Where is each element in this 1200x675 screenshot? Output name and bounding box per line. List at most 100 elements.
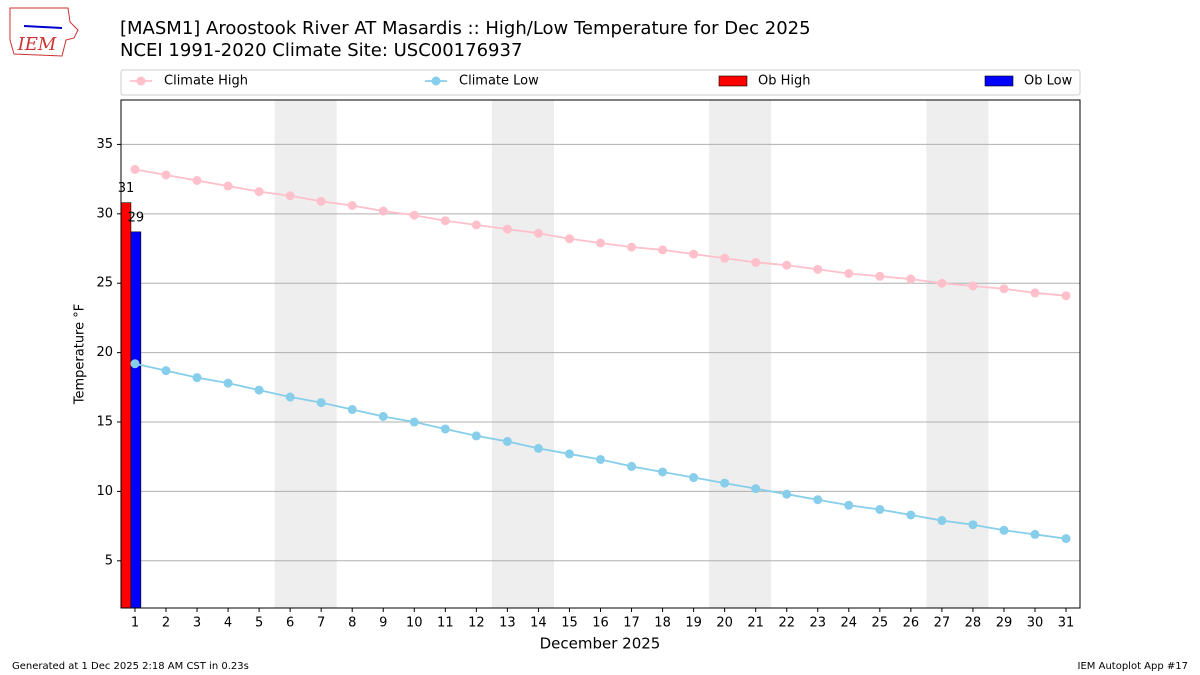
x-tick-label: 29	[996, 616, 1013, 631]
x-tick-label: 23	[809, 616, 826, 631]
series-point	[627, 242, 637, 252]
series-point	[844, 500, 854, 510]
series-point	[192, 373, 202, 383]
bar	[130, 231, 142, 609]
legend-label: Ob High	[758, 74, 811, 89]
series-point	[720, 253, 730, 263]
series-point	[1061, 291, 1071, 301]
legend-swatch	[984, 75, 1014, 87]
logo-outline	[9, 7, 79, 57]
series-point	[875, 504, 885, 514]
legend-marker	[431, 76, 441, 86]
series-point	[378, 206, 388, 216]
logo-text: IEM	[17, 34, 57, 55]
series-point	[844, 268, 854, 278]
weekend-band	[491, 100, 554, 608]
series-point	[502, 436, 512, 446]
series-point	[254, 385, 264, 395]
x-tick-label: 14	[530, 616, 547, 631]
weekend-band	[926, 100, 989, 608]
series-point	[813, 264, 823, 274]
series-point	[596, 454, 605, 464]
x-tick-label: 30	[1027, 616, 1044, 631]
series-point	[968, 281, 978, 291]
x-tick-label: 6	[286, 616, 294, 631]
logo-line	[23, 25, 63, 29]
series-point	[223, 181, 233, 191]
series-point	[875, 271, 885, 281]
x-tick-label: 22	[778, 616, 795, 631]
series-point	[813, 495, 823, 505]
series-point	[627, 461, 637, 471]
series-point	[533, 443, 543, 453]
x-tick-label: 13	[499, 616, 516, 631]
series-point	[906, 274, 916, 284]
y-tick-label: 10	[96, 484, 113, 499]
plot-frame	[120, 99, 1081, 609]
x-tick-label: 11	[437, 616, 454, 631]
series-point	[223, 378, 233, 388]
x-tick-label: 15	[561, 616, 578, 631]
y-tick-label: 15	[96, 415, 113, 430]
x-tick-label: 3	[193, 616, 201, 631]
weekend-band	[709, 100, 772, 608]
legend-label: Ob Low	[1024, 74, 1073, 89]
bar	[120, 202, 132, 609]
series-point	[689, 473, 699, 483]
series-point	[192, 176, 202, 186]
series-point	[658, 245, 668, 255]
x-tick-label: 25	[872, 616, 889, 631]
series-point	[130, 359, 140, 369]
x-tick-label: 26	[903, 616, 920, 631]
x-tick-label: 17	[623, 616, 640, 631]
x-tick-label: 2	[162, 616, 170, 631]
x-tick-label: 4	[224, 616, 232, 631]
y-axis-label: Temperature °F	[73, 304, 88, 405]
x-tick-label: 8	[348, 616, 356, 631]
series-point	[906, 510, 916, 520]
series-point	[440, 216, 450, 226]
legend-label: Climate Low	[459, 74, 539, 89]
series-point	[409, 417, 419, 427]
footer-left: Generated at 1 Dec 2025 2:18 AM CST in 0…	[12, 661, 249, 672]
series-point	[347, 200, 357, 210]
value-label: 29	[128, 210, 145, 225]
series-point	[937, 278, 947, 288]
x-tick-label: 10	[406, 616, 423, 631]
x-tick-label: 1	[131, 616, 139, 631]
series-point	[720, 478, 730, 488]
series-point	[751, 484, 761, 494]
x-tick-label: 19	[685, 616, 702, 631]
chart-subtitle: NCEI 1991-2020 Climate Site: USC00176937	[120, 40, 522, 61]
x-axis-label: December 2025	[540, 635, 661, 653]
series-point	[161, 170, 171, 180]
x-tick-label: 21	[747, 616, 764, 631]
x-tick-label: 18	[654, 616, 671, 631]
legend-label: Climate High	[164, 74, 248, 89]
series-point	[471, 431, 481, 441]
series-point	[1030, 529, 1040, 539]
series-point	[254, 187, 264, 197]
series-point	[968, 520, 978, 530]
series-point	[378, 411, 388, 421]
series-point	[782, 489, 792, 499]
y-tick-label: 25	[96, 276, 113, 291]
series-point	[1030, 288, 1040, 298]
series-point	[130, 164, 140, 174]
x-tick-label: 12	[468, 616, 485, 631]
series-point	[999, 525, 1009, 535]
x-tick-label: 16	[592, 616, 609, 631]
series-point	[999, 284, 1009, 294]
value-label: 31	[118, 181, 135, 196]
logo: IEM	[9, 7, 79, 57]
series-point	[533, 228, 543, 238]
series-point	[564, 234, 574, 244]
series-point	[316, 196, 326, 206]
series-point	[564, 449, 574, 459]
chart-title: [MASM1] Aroostook River AT Masardis :: H…	[120, 18, 811, 39]
series-point	[161, 366, 171, 376]
footer-right: IEM Autoplot App #17	[1078, 661, 1188, 672]
series-point	[689, 249, 699, 259]
weekend-band	[274, 100, 337, 608]
